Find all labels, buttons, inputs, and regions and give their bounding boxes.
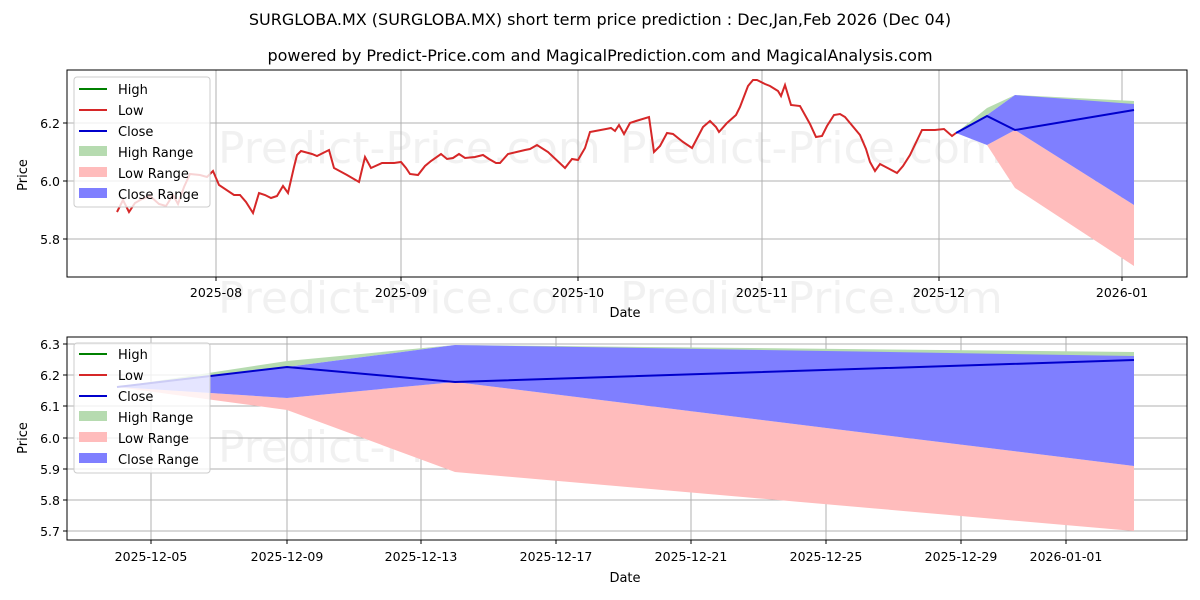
x-tick-label: 2026-01 xyxy=(1096,285,1148,300)
legend-label: Close xyxy=(118,390,153,405)
legend-label: High xyxy=(118,348,148,363)
watermark: Predict-Price.com xyxy=(218,273,601,324)
low-range-legend-icon xyxy=(79,167,107,177)
y-axis-label: Price xyxy=(16,159,31,191)
x-tick-label: 2025-12-29 xyxy=(925,549,998,564)
top-chart: Predict-Price.com Predict-Price.com Pred… xyxy=(16,69,1188,324)
legend-label: Low Range xyxy=(118,432,189,447)
y-tick-label: 6.2 xyxy=(40,368,60,383)
y-tick-label: 5.7 xyxy=(40,524,60,539)
bottom-y-axis: 6.3 6.2 6.1 6.0 5.9 5.8 5.7 Price xyxy=(16,337,67,539)
x-tick-label: 2025-12-09 xyxy=(251,549,324,564)
close-line xyxy=(955,109,1135,134)
x-tick-label: 2025-12-25 xyxy=(790,549,863,564)
y-tick-label: 5.8 xyxy=(40,232,60,247)
y-axis-label: Price xyxy=(16,422,31,454)
legend-label: High xyxy=(118,83,148,98)
top-legend: High Low Close High Range Low Range Clos… xyxy=(73,76,211,208)
x-axis-label: Date xyxy=(609,306,640,321)
legend-label: Close Range xyxy=(118,188,199,203)
y-tick-label: 5.8 xyxy=(40,493,60,508)
bottom-x-axis: 2025-12-05 2025-12-09 2025-12-13 2025-12… xyxy=(115,540,1103,586)
chart-subtitle: powered by Predict-Price.com and Magical… xyxy=(267,46,933,65)
low-range-area xyxy=(117,382,1134,531)
chart-title: SURGLOBA.MX (SURGLOBA.MX) short term pri… xyxy=(248,10,952,29)
x-tick-label: 2025-09 xyxy=(375,285,427,300)
legend-label: Close Range xyxy=(118,453,199,468)
bottom-chart: Predict-Price.com Predict-Price.com 6.3 … xyxy=(16,336,1188,586)
high-range-area xyxy=(117,345,1134,387)
x-tick-label: 2025-08 xyxy=(190,285,242,300)
low-line xyxy=(116,79,957,216)
y-tick-label: 6.0 xyxy=(40,431,60,446)
legend-label: Low Range xyxy=(118,167,189,182)
top-y-axis: 6.2 6.0 5.8 Price xyxy=(16,116,67,247)
high-range-legend-icon xyxy=(79,146,107,156)
x-tick-label: 2025-12-21 xyxy=(655,549,728,564)
y-tick-label: 6.3 xyxy=(40,337,60,352)
y-tick-label: 5.9 xyxy=(40,462,60,477)
close-range-legend-icon xyxy=(79,453,107,463)
legend-label: Low xyxy=(118,369,144,384)
top-frame xyxy=(66,69,1188,278)
watermark: Predict-Price.com xyxy=(218,123,601,174)
x-tick-label: 2025-12-13 xyxy=(385,549,458,564)
x-tick-label: 2025-12-17 xyxy=(520,549,593,564)
watermark: Predict-Price.com xyxy=(620,273,1003,324)
close-range-legend-icon xyxy=(79,188,107,198)
legend-label: Low xyxy=(118,104,144,119)
high-range-legend-icon xyxy=(79,411,107,421)
x-axis-label: Date xyxy=(609,571,640,586)
x-tick-label: 2025-10 xyxy=(552,285,604,300)
legend-label: High Range xyxy=(118,146,193,161)
x-tick-label: 2025-12-05 xyxy=(115,549,188,564)
high-range-area xyxy=(956,95,1134,133)
y-tick-label: 6.2 xyxy=(40,116,60,131)
y-tick-label: 6.0 xyxy=(40,174,60,189)
top-x-axis: 2025-08 2025-09 2025-10 2025-11 2025-12 … xyxy=(190,277,1148,321)
legend-label: High Range xyxy=(118,411,193,426)
low-range-area xyxy=(956,130,1134,266)
x-tick-label: 2025-11 xyxy=(736,285,788,300)
legend-label: Close xyxy=(118,125,153,140)
bottom-legend: High Low Close High Range Low Range Clos… xyxy=(73,342,211,474)
low-range-legend-icon xyxy=(79,432,107,442)
x-tick-label: 2026-01-01 xyxy=(1030,549,1103,564)
x-tick-label: 2025-12 xyxy=(913,285,965,300)
y-tick-label: 6.1 xyxy=(40,399,60,414)
